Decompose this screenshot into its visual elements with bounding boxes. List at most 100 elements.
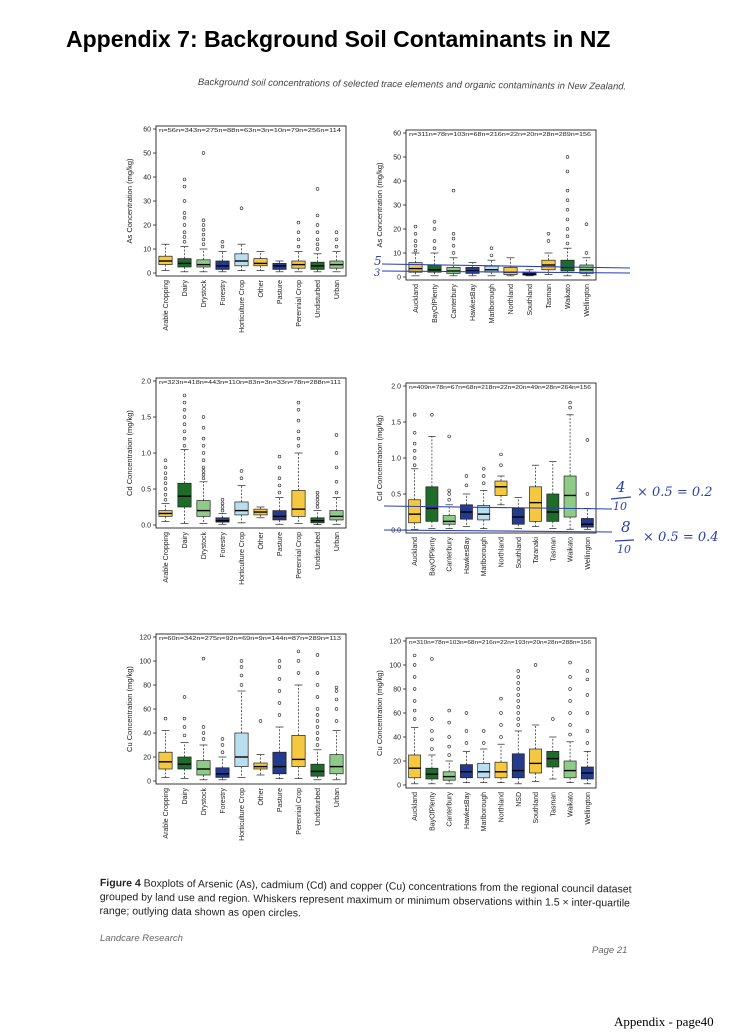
outlier-point [451,244,456,248]
y-tick-label: 0.5 [391,492,401,499]
y-tick-label: 0.5 [141,487,151,494]
outlier-point [568,405,572,410]
outlier-point [412,708,417,713]
outlier-point [334,237,339,242]
outlier-point [499,696,503,701]
outlier-point [464,741,469,745]
y-axis-label: As Concentration (mg/kg) [375,162,384,248]
outlier-point [585,693,590,697]
y-tick-label: 10 [393,251,401,258]
x-category-label: Tasman [550,792,557,817]
outlier-point [334,707,339,711]
outlier-point [201,451,206,455]
x-category-label: Northland [499,537,506,567]
outlier-point [315,505,320,509]
x-category-label: Taranaki [533,537,540,564]
x-category-label: Dairy [182,788,189,805]
box-undisturbed [310,763,325,777]
x-category-label: Auckland [413,284,420,313]
outlier-point [565,217,570,222]
y-tick-label: 10 [143,247,151,254]
outlier-point [315,725,320,729]
figure-caption: Figure 4 Boxplots of Arsenic (As), cadmi… [99,876,639,925]
outlier-point [315,737,320,741]
outlier-point [568,660,572,665]
x-category-label: Canterbury [451,284,458,319]
outlier-point [201,223,206,227]
outlier-point [412,675,417,679]
outlier-point [296,230,301,234]
outlier-point [568,723,572,727]
x-category-label: Wellington [584,284,591,317]
outlier-point [451,188,456,193]
y-tick-label: 20 [143,223,151,230]
outlier-point [585,438,590,442]
outlier-point [258,719,263,723]
outlier-point [201,228,206,232]
outlier-point [499,463,503,467]
outlier-point [464,729,469,733]
box-waikato [563,760,577,779]
outlier-point [315,237,320,242]
x-category-label: NSD [516,792,523,807]
outlier-point [201,151,206,155]
y-tick-label: 40 [393,179,401,186]
outlier-point [315,494,320,498]
outlier-point [482,741,486,745]
outlier-point [516,711,520,715]
outlier-point [413,224,418,229]
outlier-point [220,501,225,506]
outlier-point [315,490,320,495]
box-drystock [196,500,211,517]
handwritten-as-tick-5: 5 [374,254,382,268]
outlier-point [565,234,570,238]
y-tick-label: 20 [143,755,151,762]
outlier-point [315,683,320,687]
box-auckland [408,262,423,273]
outlier-point [277,454,282,459]
outlier-point [412,441,417,446]
box-taranaki [529,486,542,522]
y-tick-label: 80 [143,683,151,690]
outlier-point [516,681,520,685]
y-tick-label: 2.0 [141,379,151,386]
y-tick-label: 1.5 [141,415,151,422]
outlier-point [163,471,168,475]
outlier-point [296,408,301,412]
outlier-point [565,155,570,159]
outlier-point [334,719,339,723]
outlier-point [432,246,437,250]
outlier-point [568,711,572,715]
outlier-point [201,242,206,246]
x-category-label: BayOfPlenty [429,537,436,576]
outlier-point [584,222,589,226]
outlier-point [334,451,339,455]
figure-subtitle: Background soil concentrations of select… [197,77,627,93]
x-category-label: Tasman [546,284,553,309]
box-horticulture-crop [234,732,249,767]
outlier-point [447,720,451,725]
outlier-point [201,465,206,470]
box-bayofplenty [427,264,442,273]
outlier-point [412,717,417,721]
x-category-label: Horticulture Crop [239,532,246,585]
outlier-point [585,741,590,745]
outlier-point [182,422,187,426]
x-category-label: Urban [334,532,341,551]
outlier-point [277,665,282,669]
outlier-point [182,429,187,434]
x-category-label: Undisturbed [315,532,322,570]
outlier-point [551,717,555,721]
box-horticulture-crop [234,253,249,267]
y-tick-label: 30 [393,203,401,210]
footer-publisher: Landcare Research [100,933,183,944]
box-northland [494,480,508,496]
outlier-point [516,687,520,691]
outlier-point [220,743,225,747]
y-tick-label: 60 [393,711,401,718]
outlier-point [201,476,206,480]
outlier-point [334,697,339,702]
outlier-point [464,711,469,715]
box-wellington [580,518,594,528]
outlier-point [239,206,244,210]
